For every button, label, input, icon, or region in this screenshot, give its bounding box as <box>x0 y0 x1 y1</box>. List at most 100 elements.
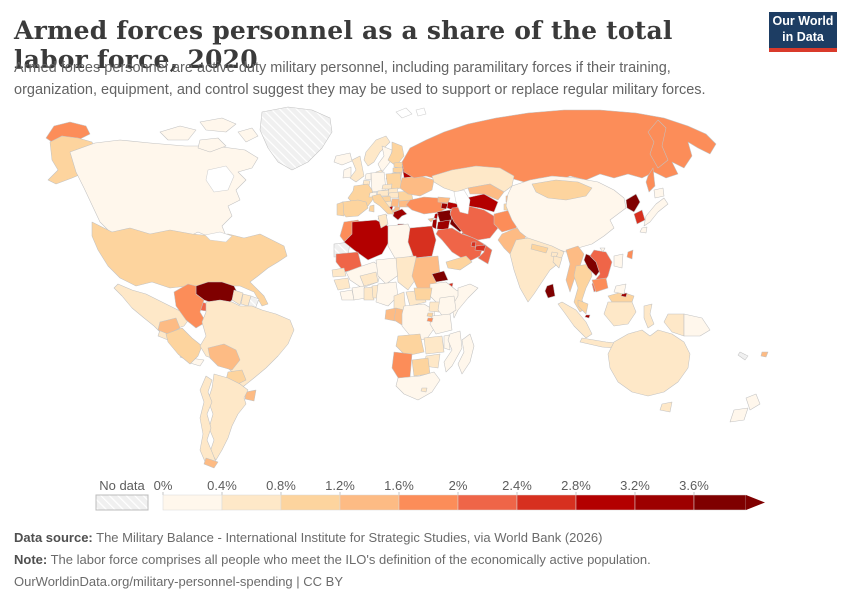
country-tasmania[interactable] <box>659 401 673 413</box>
country-lebanon[interactable] <box>433 212 439 220</box>
country-papua-new-guinea[interactable] <box>683 313 711 337</box>
country-burundi[interactable] <box>426 317 434 323</box>
legend-swatch-7[interactable] <box>575 494 636 511</box>
country-netherlands[interactable] <box>364 172 372 181</box>
country-new-zealand-north[interactable] <box>745 393 761 411</box>
country-cambodia[interactable] <box>591 277 609 293</box>
country-portugal[interactable] <box>336 201 345 217</box>
country-canada-arctic-4[interactable] <box>197 137 227 153</box>
country-sardinia[interactable] <box>368 204 375 213</box>
country-czechia[interactable] <box>381 183 393 190</box>
country-iran[interactable] <box>449 205 499 241</box>
country-bolivia[interactable] <box>207 343 241 371</box>
country-botswana[interactable] <box>411 357 431 377</box>
country-uruguay[interactable] <box>244 389 257 402</box>
country-tanzania[interactable] <box>429 313 453 335</box>
country-mozambique[interactable] <box>443 330 463 373</box>
country-eritrea[interactable] <box>431 270 449 283</box>
country-spain[interactable] <box>339 199 369 218</box>
legend-swatch-3[interactable] <box>339 494 400 511</box>
country-hainan[interactable] <box>599 247 606 253</box>
owid-logo[interactable]: Our World in Data <box>769 12 837 52</box>
country-libya[interactable] <box>387 223 415 261</box>
country-ghana[interactable] <box>363 286 375 301</box>
country-india[interactable] <box>509 237 565 303</box>
country-tunisia[interactable] <box>377 213 389 229</box>
country-niger[interactable] <box>375 257 401 285</box>
country-greenland[interactable] <box>259 106 333 171</box>
legend-swatch-9[interactable] <box>693 494 747 511</box>
country-united-kingdom[interactable] <box>349 155 365 183</box>
country-chile[interactable] <box>199 375 217 465</box>
country-iceland[interactable] <box>333 152 353 166</box>
country-angola[interactable] <box>395 333 425 357</box>
country-argentina[interactable] <box>207 373 249 461</box>
country-canada-arctic-1[interactable] <box>159 125 197 141</box>
country-kamchatka[interactable] <box>647 119 669 169</box>
country-colombia[interactable] <box>173 283 207 329</box>
country-sri-lanka[interactable] <box>544 283 556 299</box>
country-brunei[interactable] <box>620 292 628 298</box>
country-greece[interactable] <box>392 208 408 221</box>
country-ireland[interactable] <box>342 166 352 179</box>
country-luzon[interactable] <box>613 253 624 269</box>
country-somalia[interactable] <box>451 283 479 319</box>
country-qatar[interactable] <box>470 241 477 248</box>
country-chad[interactable] <box>395 255 419 291</box>
country-guinea[interactable] <box>333 277 351 291</box>
country-papua-indonesia[interactable] <box>663 313 685 337</box>
country-canada[interactable] <box>69 139 259 239</box>
country-zambia[interactable] <box>423 335 445 355</box>
country-north-korea[interactable] <box>625 193 641 213</box>
country-hokkaido[interactable] <box>653 187 665 199</box>
legend-swatch-4[interactable] <box>398 494 459 511</box>
legend-swatch-0[interactable] <box>162 494 223 511</box>
country-egypt[interactable] <box>407 225 437 259</box>
legend-swatch-2[interactable] <box>280 494 341 511</box>
country-uae[interactable] <box>474 244 487 252</box>
country-madagascar[interactable] <box>457 333 475 375</box>
country-senegal[interactable] <box>331 267 347 278</box>
country-armenia[interactable] <box>440 202 449 210</box>
country-south-sudan[interactable] <box>413 287 433 301</box>
country-fiji[interactable] <box>760 351 769 358</box>
country-serbia[interactable] <box>390 198 400 208</box>
country-australia[interactable] <box>607 329 691 397</box>
country-gabon[interactable] <box>384 307 397 322</box>
country-burkina-faso[interactable] <box>359 271 379 287</box>
country-new-caledonia[interactable] <box>737 351 749 361</box>
country-usa[interactable] <box>91 221 288 307</box>
country-peru[interactable] <box>165 327 203 365</box>
legend-swatch-8[interactable] <box>634 494 695 511</box>
country-sakhalin[interactable] <box>645 167 656 193</box>
country-italy[interactable] <box>371 193 395 215</box>
country-mongolia[interactable] <box>531 179 593 201</box>
country-sumatra[interactable] <box>557 301 593 339</box>
country-kyushu[interactable] <box>639 226 648 234</box>
country-taiwan[interactable] <box>626 249 634 260</box>
country-uganda[interactable] <box>428 301 441 313</box>
country-cyprus[interactable] <box>427 217 435 223</box>
country-new-zealand-south[interactable] <box>729 407 749 423</box>
country-peninsular-malaysia[interactable] <box>577 299 589 315</box>
country-bangladesh[interactable] <box>552 255 563 269</box>
no-data-swatch[interactable] <box>95 494 149 511</box>
country-nepal[interactable] <box>530 243 549 254</box>
country-myanmar[interactable] <box>565 245 585 293</box>
country-tierra-del-fuego[interactable] <box>203 457 219 469</box>
country-uzbekistan[interactable] <box>467 183 505 201</box>
country-brazil[interactable] <box>199 299 295 393</box>
legend-swatch-6[interactable] <box>516 494 577 511</box>
country-yemen[interactable] <box>445 255 473 271</box>
country-rwanda[interactable] <box>426 312 434 318</box>
citation-link[interactable]: OurWorldinData.org/military-personnel-sp… <box>14 573 343 589</box>
country-norway[interactable] <box>363 135 391 167</box>
country-china[interactable] <box>505 175 627 253</box>
legend-swatch-5[interactable] <box>457 494 518 511</box>
country-sierra-leone-liberia[interactable] <box>339 289 355 301</box>
country-canada-arctic-2[interactable] <box>199 117 237 133</box>
country-lesotho[interactable] <box>420 387 428 393</box>
legend-swatch-1[interactable] <box>221 494 282 511</box>
country-indonesian-borneo[interactable] <box>603 301 637 327</box>
country-guyana[interactable] <box>231 289 244 306</box>
